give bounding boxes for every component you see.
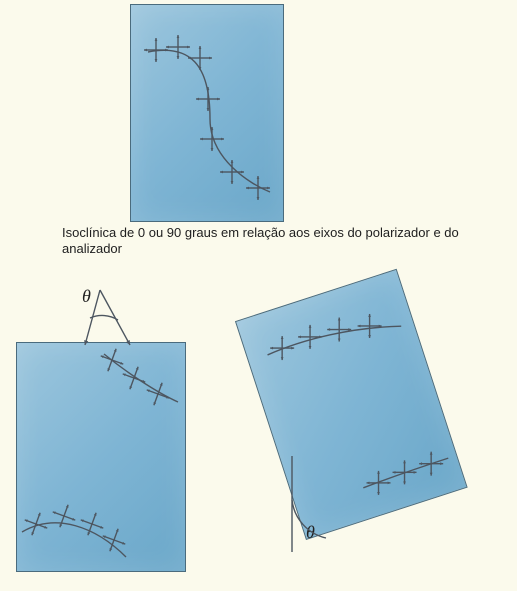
caption-text: Isoclínica de 0 ou 90 graus em relação a… bbox=[62, 225, 462, 258]
panel-top bbox=[130, 4, 284, 222]
panel-bottom-right bbox=[235, 269, 468, 540]
panel-bottom-left bbox=[16, 342, 186, 572]
theta-label-right: θ bbox=[306, 522, 315, 543]
theta-label-left: θ bbox=[82, 286, 91, 307]
